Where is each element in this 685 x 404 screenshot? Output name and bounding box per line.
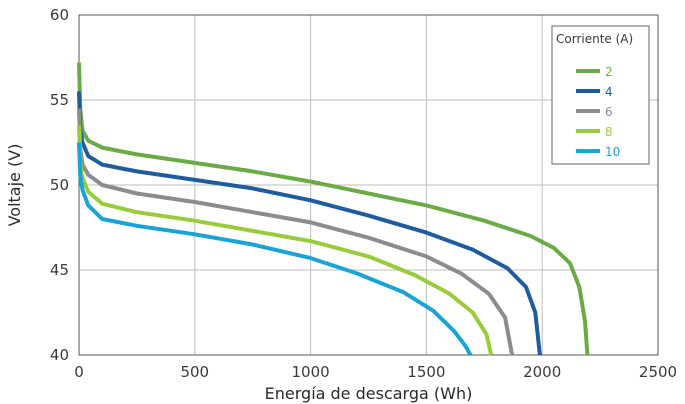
legend: Corriente (A) 2 4 6 8 10 (551, 25, 650, 165)
legend-title: Corriente (A) (556, 32, 633, 46)
y-tick-label: 45 (50, 261, 69, 279)
x-tick-label: 0 (74, 363, 84, 381)
legend-items: 2 4 6 8 10 (576, 65, 620, 159)
series-line-6 (77, 108, 515, 356)
x-axis-ticks: 0 500 1000 1500 2000 2500 (74, 363, 677, 381)
series-line-4 (77, 91, 542, 356)
series-line-8 (77, 125, 494, 356)
plot-frame (78, 14, 659, 356)
series-line-10 (77, 142, 473, 356)
legend-label-6: 6 (605, 105, 613, 119)
y-axis-label: Voltaje (V) (5, 144, 24, 227)
x-tick-label: 1500 (407, 363, 445, 381)
grid (79, 15, 658, 355)
legend-label-2: 2 (605, 65, 613, 79)
x-tick-label: 2000 (523, 363, 561, 381)
y-axis-ticks: 40 45 50 55 60 (50, 6, 69, 364)
x-tick-label: 500 (180, 363, 209, 381)
series-line-2 (77, 62, 590, 356)
x-axis-label: Energía de descarga (Wh) (265, 384, 473, 403)
x-tick-label: 1000 (292, 363, 330, 381)
legend-label-8: 8 (605, 125, 613, 139)
x-tick-label: 2500 (639, 363, 677, 381)
y-tick-label: 60 (50, 6, 69, 24)
y-tick-label: 40 (50, 346, 69, 364)
series-layer (77, 62, 590, 356)
legend-box (551, 25, 650, 165)
y-tick-label: 50 (50, 176, 69, 194)
legend-label-4: 4 (605, 85, 613, 99)
legend-label-10: 10 (605, 145, 620, 159)
y-tick-label: 55 (50, 91, 69, 109)
